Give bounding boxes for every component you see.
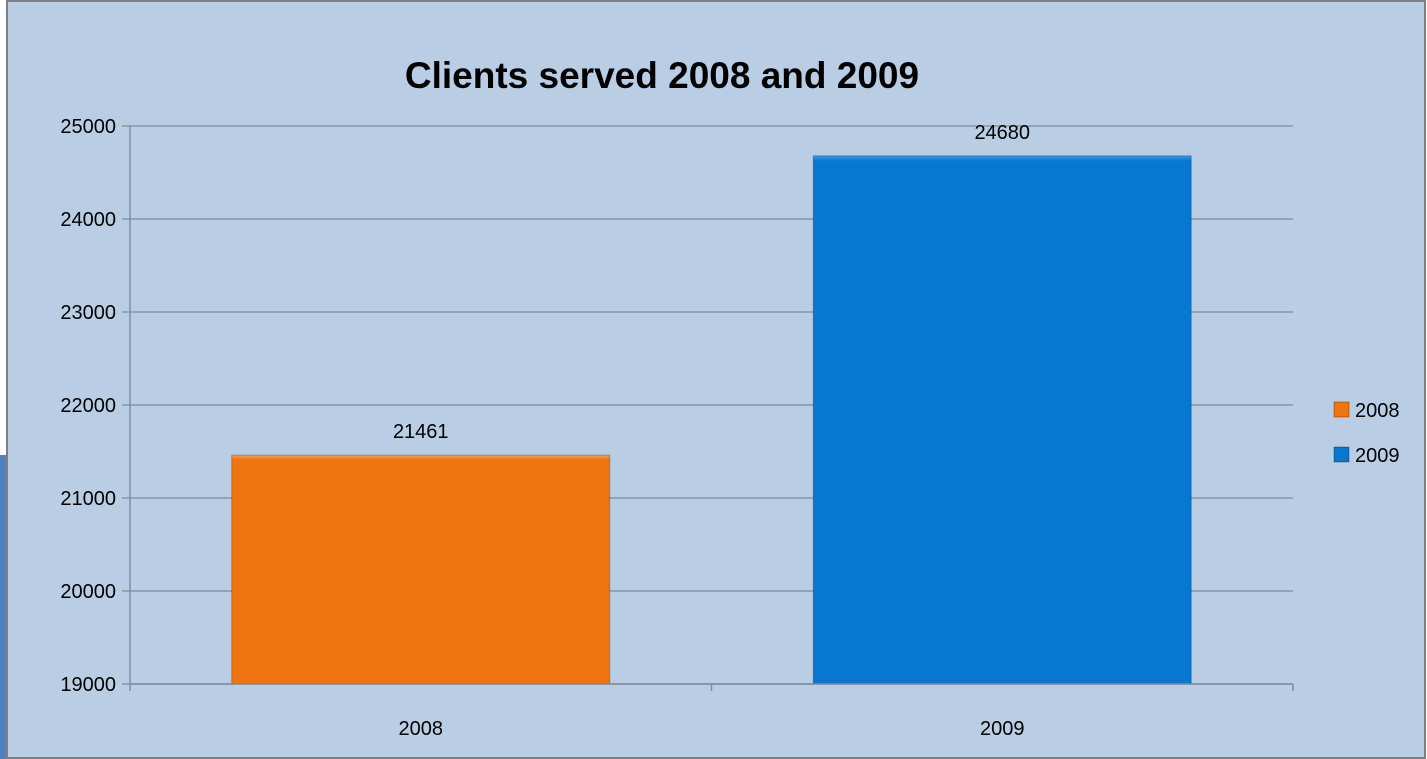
data-labels: 21461 24680 bbox=[393, 122, 1030, 443]
y-tick-label: 22000 bbox=[60, 395, 116, 417]
y-tick-label: 19000 bbox=[60, 674, 116, 696]
bar-2009 bbox=[812, 155, 1192, 685]
y-tick-label: 21000 bbox=[60, 488, 116, 510]
legend-swatch-2009 bbox=[1333, 446, 1350, 463]
chart-title: Clients served 2008 and 2009 bbox=[405, 55, 919, 96]
y-tick-label: 20000 bbox=[60, 581, 116, 603]
x-tick-label: 2009 bbox=[980, 718, 1025, 740]
x-tick-label: 2008 bbox=[399, 718, 444, 740]
data-label-2008: 21461 bbox=[393, 421, 449, 443]
bar-2008 bbox=[231, 454, 611, 685]
x-axis-tick-labels: 2008 2009 bbox=[399, 718, 1025, 740]
y-tick-label: 24000 bbox=[60, 209, 116, 231]
legend-label-2008: 2008 bbox=[1355, 400, 1400, 422]
data-label-2009: 24680 bbox=[974, 122, 1030, 144]
y-tick-label: 23000 bbox=[60, 302, 116, 324]
legend-label-2009: 2009 bbox=[1355, 445, 1400, 467]
legend: 2008 2009 bbox=[1333, 400, 1400, 467]
chart-area bbox=[6, 0, 1426, 759]
bars bbox=[231, 155, 1192, 685]
y-tick-label: 25000 bbox=[60, 116, 116, 138]
y-axis-tick-labels: 19000 20000 21000 22000 23000 24000 25000 bbox=[60, 116, 116, 696]
x-axis bbox=[129, 126, 1294, 691]
legend-swatch-2008 bbox=[1333, 401, 1350, 418]
